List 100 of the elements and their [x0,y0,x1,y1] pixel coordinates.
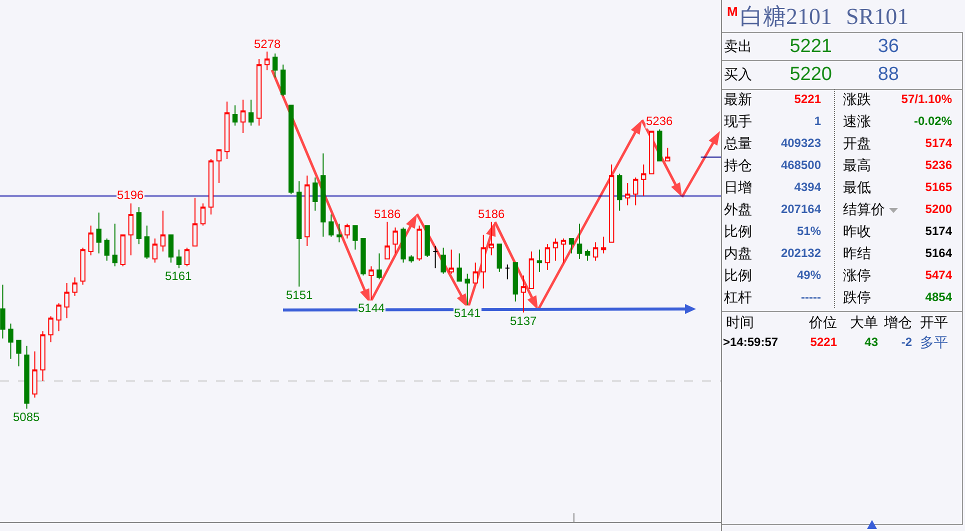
candlestick [584,249,590,262]
candlestick [496,244,502,272]
annotation: 5236 [646,114,674,128]
candlestick [432,245,438,269]
candlestick [424,225,430,258]
candlestick [536,249,542,272]
text: 5164 [925,246,952,261]
candlestick [472,262,478,284]
candlestick [136,206,142,245]
text: 4854 [925,290,952,305]
candlestick [488,221,494,256]
text: ----- [801,290,821,305]
text: 结算价 [843,202,885,218]
candlestick [600,236,606,254]
text: -0.02% [914,114,952,129]
text: 昨收 [843,224,871,240]
candlestick [24,345,30,410]
candlestick [0,284,6,339]
candlestick [344,223,350,240]
candlestick [616,173,622,212]
candlestick [528,250,534,289]
annotation: 5144 [358,301,386,315]
candlestick [88,225,94,256]
text: 5200 [925,202,952,217]
text: 涨跌 [843,92,871,108]
candlestick [520,275,526,314]
candlestick [568,238,574,254]
candlestick [576,223,582,260]
text: 5236 [925,158,952,173]
text: 51% [796,224,821,239]
text: 白糖2101 [740,3,832,31]
candlestick [64,282,70,319]
candlestick [160,210,166,252]
candlestick [96,212,102,254]
text: -2 [901,335,912,350]
candlestick [104,238,110,262]
candlestick [120,234,126,267]
text: 日增 [724,180,752,196]
candlestick [304,175,310,246]
candlestick [400,226,406,264]
text: 增仓 [884,314,912,332]
text: 多平 [920,334,948,352]
text: 468500 [780,158,821,173]
candlestick [192,197,198,246]
text: 最低 [843,180,871,196]
candlestick [641,164,646,196]
annotation: 5278 [254,37,282,51]
candlestick [376,252,382,280]
text: 比例 [724,224,752,240]
text: 5220 [790,64,832,86]
text: 总量 [724,136,752,152]
text: >14:59:57 [723,335,778,350]
text: 涨停 [843,268,871,284]
candlestick [272,52,278,78]
text: 最高 [843,158,871,174]
candlestick [592,242,598,262]
candlestick [336,223,342,243]
candlestick [456,252,462,282]
text: 跌停 [843,290,871,306]
candlestick [448,249,454,274]
candlestick [184,247,190,267]
candlestick [176,249,182,269]
text: 卖出 [724,38,752,55]
annotation: 5137 [510,314,538,328]
candlestick [40,330,46,382]
text: 36 [878,36,899,58]
candlestick [328,214,334,238]
candlestick [544,244,550,270]
candlestick [56,302,62,332]
text: M [727,4,738,19]
text: 49% [796,268,821,283]
text: 43 [864,335,878,350]
text: 外盘 [724,202,752,218]
text: 409323 [780,136,821,151]
candlestick [72,276,78,296]
text: 57/1.10% [901,92,952,107]
text: 5221 [790,36,832,58]
text: 大单 [850,314,878,332]
candlestick [408,254,414,264]
candlestick [552,238,558,262]
text: 4394 [794,180,821,195]
text: 杠杆 [724,290,752,306]
candlestick [256,58,262,126]
candlestick [144,225,150,260]
candlestick [16,340,22,367]
candlestick [168,234,174,264]
text: 5221 [794,92,821,107]
text: 202132 [780,246,821,261]
text: 最新 [724,92,752,108]
candlestick [240,99,246,134]
annotation: 5141 [454,306,482,320]
text: 1 [814,114,821,129]
candlestick [288,104,294,195]
text: 5174 [925,136,952,151]
candlestick [296,180,302,288]
text: 207164 [780,202,821,217]
candlestick [48,316,54,343]
candlestick [8,323,14,360]
candlestick [624,182,630,206]
candlestick [248,99,254,126]
